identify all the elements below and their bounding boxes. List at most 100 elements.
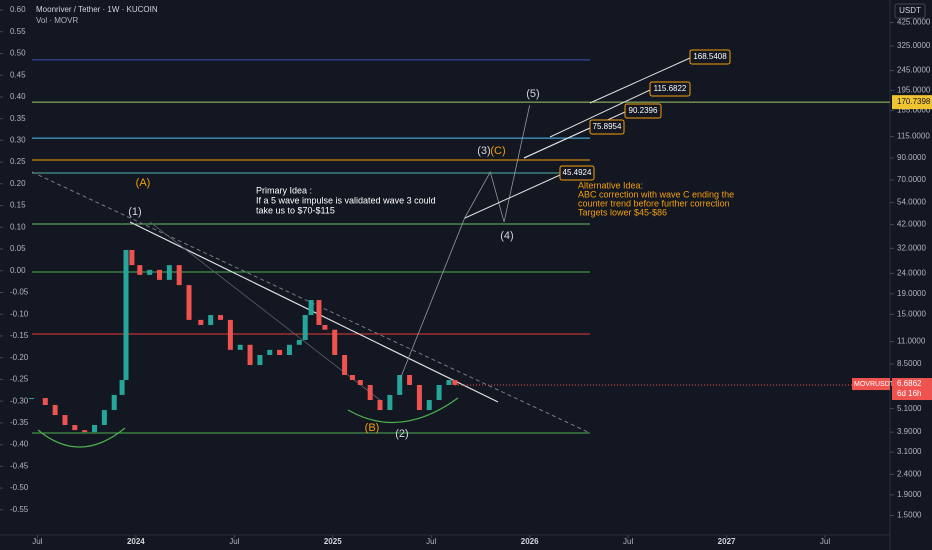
y2-tick-label: 0.20 (10, 179, 26, 188)
candles (29, 249, 458, 433)
arc (347, 397, 459, 424)
candle (123, 249, 129, 381)
candle (101, 410, 107, 425)
wave-label: (3) (477, 145, 490, 157)
candle (397, 374, 403, 395)
candle (208, 315, 214, 325)
symbol-box (852, 378, 890, 391)
projection-line (399, 105, 531, 381)
x-tick-label: 2025 (324, 537, 342, 546)
y2-tick-label: -0.50 (10, 483, 29, 492)
candle (316, 300, 322, 325)
candle (198, 319, 204, 325)
candle (92, 424, 98, 433)
candle (186, 285, 192, 320)
y2-tick-label: 0.60 (10, 5, 26, 14)
wave-label: (2) (395, 428, 408, 440)
y2-tick-label: 0.00 (10, 266, 26, 275)
candle (176, 265, 182, 286)
x-tick-label: 2026 (521, 537, 539, 546)
chart-title: Moonriver / Tether · 1W · KUCOIN (36, 5, 158, 14)
trendline-thin (149, 221, 381, 401)
x-tick-label: Jul (426, 537, 436, 546)
y2-tick-label: 0.35 (10, 114, 26, 123)
y2-tick-label: -0.20 (10, 353, 29, 362)
x-tick-label: Jul (623, 537, 633, 546)
highlight-label: 170.7398 (897, 97, 931, 106)
last-price-box (892, 378, 932, 401)
wave-label: (4) (500, 230, 513, 242)
candle (52, 404, 58, 416)
candle (377, 400, 383, 411)
y-tick-label: 2.4000 (897, 470, 922, 479)
arc (37, 427, 126, 448)
target-arrow (523, 127, 591, 159)
candle (367, 384, 373, 401)
target-box (559, 165, 595, 181)
y-tick-label: 155.0000 (897, 106, 931, 115)
targets: 168.5408 115.6822 90.2396 75.8954 45.492… (464, 49, 731, 219)
note: counter trend before further correction (578, 198, 730, 208)
y-tick-label: 54.0000 (897, 198, 926, 207)
y2-tick-label: -0.40 (10, 440, 29, 449)
y-tick-label: 325.0000 (897, 41, 931, 50)
candle (257, 355, 263, 365)
y2-tick-label: 0.30 (10, 135, 26, 144)
y2-tick-label: -0.05 (10, 288, 29, 297)
target-arrow (464, 174, 561, 219)
candle (452, 380, 458, 385)
y-tick-label: 70.0000 (897, 175, 926, 184)
countdown: 6d 16h (897, 389, 921, 398)
x-tick-label: 2027 (718, 537, 736, 546)
candle (277, 349, 283, 356)
note: ABC correction with wave C ending the (578, 189, 734, 199)
y-tick-label: 42.0000 (897, 220, 926, 229)
currency-box[interactable] (894, 3, 926, 19)
target-arrow (589, 57, 691, 104)
levels (32, 59, 890, 434)
candle (296, 339, 302, 345)
wave-label: (5) (526, 88, 539, 100)
y-tick-label: 115.0000 (897, 132, 930, 141)
candle (322, 324, 328, 330)
y2-tick-label: 0.05 (10, 244, 26, 253)
candle (308, 300, 314, 316)
candle (119, 380, 125, 395)
x-tick-label: Jul (229, 537, 239, 546)
y-tick-label: 5.1000 (897, 404, 922, 413)
y2-tick-label: 0.10 (10, 222, 26, 231)
candle (62, 415, 68, 425)
y2-tick-label: 0.45 (10, 70, 26, 79)
candle (227, 319, 233, 350)
target-arrow (549, 89, 651, 138)
y2-tick-label: 0.15 (10, 201, 26, 210)
trendline (129, 221, 499, 403)
target-label: 90.2396 (629, 106, 658, 115)
currency[interactable]: USDT (899, 6, 921, 15)
y2-tick-label: 0.25 (10, 157, 26, 166)
candle (247, 344, 253, 365)
candle (29, 398, 35, 400)
y-tick-label: 245.0000 (897, 66, 931, 75)
target-box (689, 49, 731, 65)
y-tick-label: 195.0000 (897, 86, 931, 95)
y-tick-label: 3.9000 (897, 427, 922, 436)
candle (218, 315, 224, 320)
candle (166, 265, 172, 280)
candle (111, 394, 117, 411)
y2-tick-label: -0.35 (10, 418, 29, 427)
wave-label: (B) (365, 422, 380, 434)
y-tick-label: 8.5000 (897, 359, 922, 368)
candle (72, 424, 78, 431)
axes: 1.5000 1.9000 2.4000 3.1000 3.9000 5.1000 8.50… (0, 5, 932, 546)
note: If a 5 wave impulse is validated wave 3 … (256, 195, 436, 205)
candle (387, 394, 393, 411)
chart-subtitle: Vol · MOVR (36, 16, 78, 25)
projection (399, 105, 531, 381)
candle (416, 384, 422, 411)
candle (237, 344, 243, 350)
note: Primary Idea : (256, 185, 312, 195)
y-tick-label: 19.0000 (897, 289, 926, 298)
y-tick-label: 15.0000 (897, 310, 926, 319)
